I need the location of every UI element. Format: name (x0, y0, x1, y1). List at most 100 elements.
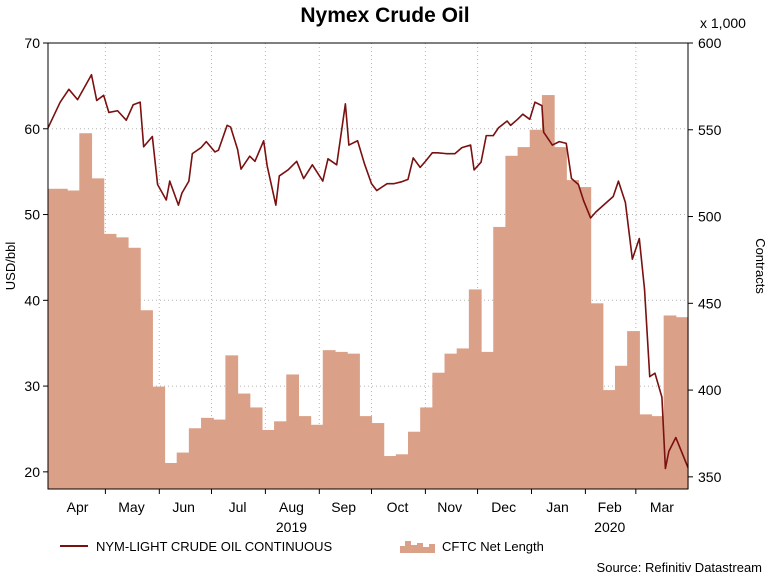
cftc-bar (164, 462, 178, 489)
right-tick-label: 350 (698, 469, 722, 485)
cftc-bar (140, 310, 153, 489)
crude-price-point (181, 192, 183, 194)
crude-price-point (407, 178, 409, 180)
crude-price-point (151, 135, 153, 138)
legend-label-cftc: CFTC Net Length (442, 539, 544, 554)
crude-price-point (470, 144, 472, 146)
crude-price-point (668, 450, 670, 452)
cftc-bar (651, 416, 665, 489)
crude-price-point (393, 183, 395, 185)
cftc-bar (103, 233, 117, 489)
crude-price-point (431, 152, 433, 154)
crude-price-point (506, 120, 508, 122)
crude-price-point (661, 396, 663, 398)
crude-price-point (624, 201, 626, 204)
x-tick-label: Jun (172, 499, 195, 515)
cftc-bar (456, 348, 470, 489)
cftc-bar (359, 416, 373, 489)
cftc-bar (225, 355, 239, 489)
cftc-bar (590, 303, 604, 489)
left-axis-label: USD/bbl (3, 242, 18, 291)
right-tick-label: 600 (698, 35, 722, 51)
left-tick-label: 50 (24, 207, 40, 223)
crude-price-point (376, 189, 378, 192)
crude-price-point (249, 155, 251, 157)
cftc-bar (249, 407, 263, 489)
crude-price-point (200, 147, 202, 149)
crude-price-point (177, 204, 180, 206)
cftc-bar (298, 416, 312, 489)
crude-price-point (103, 94, 105, 96)
crude-price-point (643, 288, 646, 290)
cftc-bar (602, 390, 616, 489)
crude-price-point (675, 436, 677, 439)
x-tick-label: Feb (598, 499, 622, 515)
crude-price-point (96, 99, 98, 102)
crude-price-point (412, 157, 414, 159)
crude-price-point (59, 101, 61, 103)
cftc-bar (213, 419, 226, 489)
crude-price-point (419, 166, 421, 168)
source-note: Source: Refinitiv Datastream (597, 560, 762, 575)
crude-price-point (143, 146, 145, 148)
cftc-bar (128, 247, 141, 489)
crude-price-point (480, 161, 482, 163)
cftc-bar (310, 424, 324, 489)
axis-ticks: 20 30 40 50 60 70 350 400 450 500 550 600 Apr May Jun J… (24, 35, 721, 535)
cftc-bar (554, 147, 567, 489)
crude-price-point (116, 110, 119, 112)
x-tick-label: Jul (229, 499, 247, 515)
crude-price-point (363, 163, 366, 165)
chart-title: Nymex Crude Oil (300, 4, 469, 27)
crude-price-point (296, 160, 298, 162)
crude-price-point (356, 140, 359, 142)
cftc-bar (322, 350, 336, 489)
crude-price-point (461, 147, 463, 149)
crude-price-point (473, 169, 475, 171)
right-tick-label: 450 (698, 295, 722, 311)
left-tick-label: 40 (24, 292, 40, 308)
right-axis-label: Contracts (753, 238, 766, 294)
crude-price-point (551, 144, 553, 146)
crude-price-point (165, 199, 167, 201)
crude-price-point (617, 180, 620, 182)
x-tick-label: Oct (387, 499, 409, 515)
x-tick-label: Aug (279, 499, 304, 515)
cftc-bar (639, 414, 653, 489)
cftc-bar (115, 237, 129, 489)
crude-price-point (492, 135, 494, 137)
crude-price-point (516, 118, 519, 120)
cftc-bar (286, 374, 300, 489)
crude-price-point (287, 169, 289, 171)
crude-price-point (541, 105, 543, 107)
cftc-bar (627, 331, 640, 489)
legend-swatch-cftc (400, 541, 435, 553)
cftc-bar (432, 372, 446, 489)
crude-price-point (188, 180, 190, 182)
cftc-bar (237, 393, 251, 489)
crude-price-point (583, 200, 585, 202)
cftc-bar (67, 190, 80, 489)
cftc-bar (347, 353, 360, 489)
cftc-bar (48, 188, 68, 489)
cftc-bar (201, 417, 214, 489)
crude-price-point (108, 111, 110, 114)
crude-price-point (577, 183, 580, 186)
crude-price-point (485, 135, 487, 137)
left-tick-label: 20 (24, 464, 40, 480)
crude-price-point (638, 237, 640, 240)
right-tick-label: 500 (698, 209, 722, 225)
crude-price-point (311, 164, 313, 166)
cftc-net-length-area (48, 95, 689, 490)
crude-price-point (543, 131, 545, 133)
crude-price-point (534, 101, 536, 103)
cftc-bar (663, 315, 677, 489)
x-tick-label: Sep (331, 499, 356, 515)
crude-price-path (47, 73, 689, 470)
crude-price-point (336, 164, 338, 166)
left-tick-label: 70 (24, 35, 40, 51)
crude-price-point (236, 148, 239, 150)
cftc-bar (152, 386, 166, 489)
cftc-bar (578, 187, 592, 490)
